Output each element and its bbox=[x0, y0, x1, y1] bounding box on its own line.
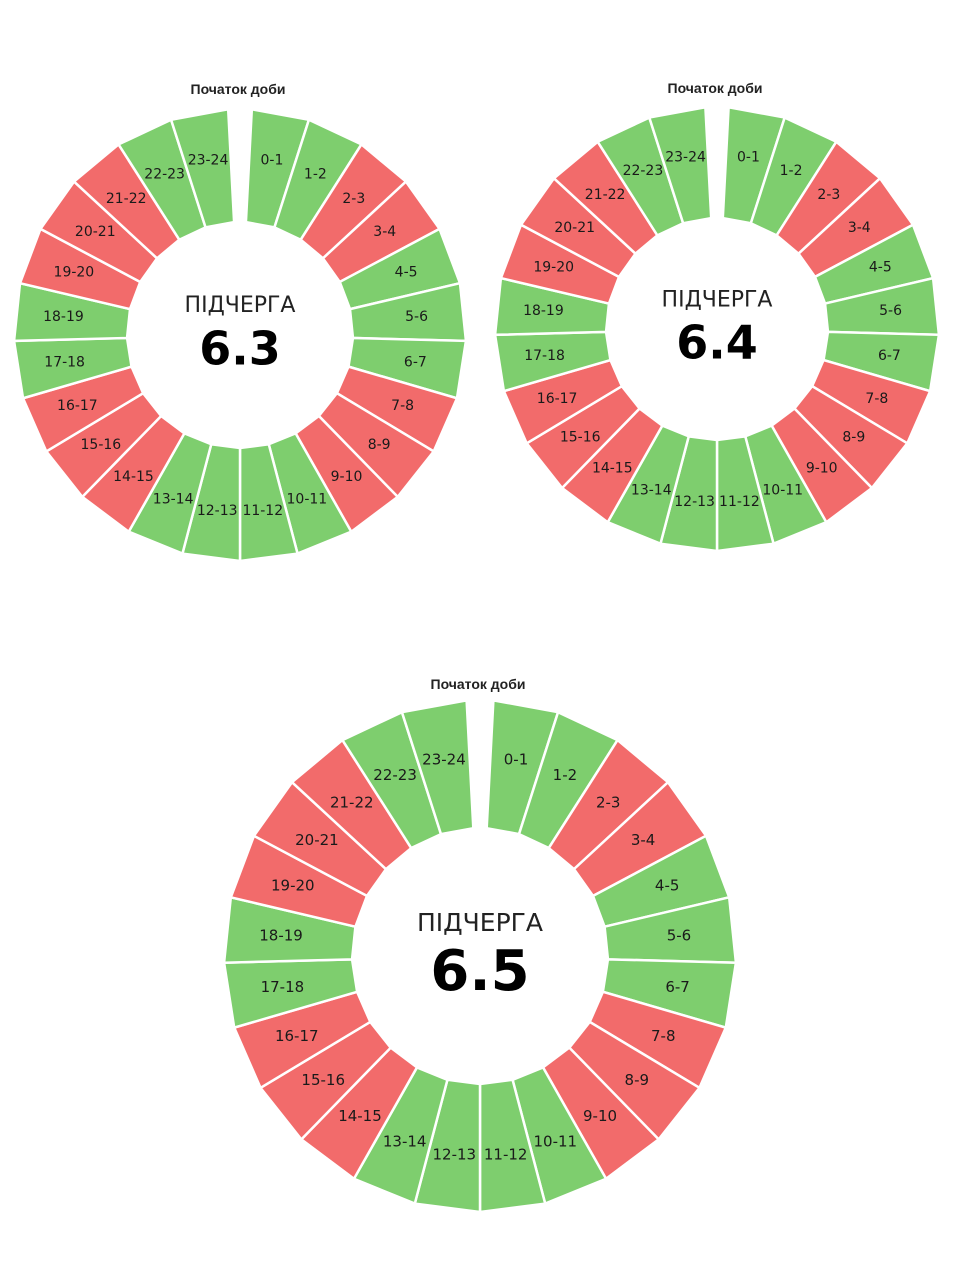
segment-label: 17-18 bbox=[44, 354, 85, 370]
segment-label: 8-9 bbox=[842, 429, 865, 445]
segment-label: 6-7 bbox=[404, 354, 427, 370]
segment-label: 0-1 bbox=[261, 152, 284, 168]
segment-label: 7-8 bbox=[391, 398, 414, 414]
segment-label: 14-15 bbox=[113, 469, 154, 485]
segment-label: 16-17 bbox=[275, 1027, 319, 1045]
segment-label: 6-7 bbox=[878, 348, 901, 364]
segment-label: 15-16 bbox=[81, 437, 122, 453]
segment-label: 13-14 bbox=[383, 1132, 427, 1150]
segment-label: 22-23 bbox=[144, 166, 185, 182]
segment-label: 9-10 bbox=[583, 1107, 617, 1125]
segment-label: 3-4 bbox=[373, 224, 396, 240]
segment-label: 1-2 bbox=[553, 766, 578, 784]
segment-label: 21-22 bbox=[106, 191, 147, 207]
segment-label: 18-19 bbox=[523, 303, 564, 319]
segment-label: 18-19 bbox=[43, 309, 84, 325]
segment-label: 13-14 bbox=[153, 491, 194, 507]
queue-number: 6.3 bbox=[199, 322, 281, 376]
segment-label: 4-5 bbox=[655, 877, 680, 895]
segment-label: 14-15 bbox=[592, 461, 633, 477]
segment-label: 13-14 bbox=[631, 483, 672, 499]
segment-label: 5-6 bbox=[667, 927, 692, 945]
queue-number: 6.5 bbox=[430, 939, 529, 1004]
queue-word: ПІДЧЕРГА bbox=[185, 293, 296, 318]
queue-number: 6.4 bbox=[676, 315, 758, 369]
segment-23-24-on bbox=[400, 698, 475, 836]
segment-label: 21-22 bbox=[330, 794, 374, 812]
segment-label: 12-13 bbox=[197, 503, 238, 519]
segment-label: 19-20 bbox=[533, 260, 574, 276]
segment-label: 22-23 bbox=[373, 766, 417, 784]
segment-label: 3-4 bbox=[848, 220, 871, 236]
segment-label: 11-12 bbox=[719, 494, 760, 510]
queue-word: ПІДЧЕРГА bbox=[662, 288, 773, 313]
segment-label: 7-8 bbox=[651, 1027, 676, 1045]
segment-label: 4-5 bbox=[869, 260, 892, 276]
segment-label: 9-10 bbox=[806, 461, 838, 477]
segment-label: 14-15 bbox=[338, 1107, 382, 1125]
segment-label: 4-5 bbox=[395, 264, 418, 280]
segment-label: 10-11 bbox=[762, 483, 803, 499]
segment-label: 11-12 bbox=[484, 1145, 528, 1163]
segment-label: 20-21 bbox=[554, 220, 595, 236]
segment-label: 18-19 bbox=[259, 927, 303, 945]
segment-label: 19-20 bbox=[54, 264, 95, 280]
segment-label: 12-13 bbox=[433, 1145, 477, 1163]
segment-label: 16-17 bbox=[57, 398, 98, 414]
segment-label: 17-18 bbox=[524, 348, 565, 364]
segment-label: 5-6 bbox=[879, 303, 902, 319]
segment-label: 0-1 bbox=[737, 149, 760, 165]
segment-label: 2-3 bbox=[342, 191, 365, 207]
segment-label: 2-3 bbox=[817, 187, 840, 203]
segment-label: 19-20 bbox=[271, 877, 315, 895]
segment-label: 6-7 bbox=[665, 978, 690, 996]
schedule-wheel-3: 0-1 1-2 2-3 3-4 4-5 5-6 6-7 7-8 8-9 9-10 10-11 11-1… bbox=[222, 676, 738, 1214]
segment-label: 8-9 bbox=[625, 1071, 650, 1089]
segment-label: 3-4 bbox=[631, 831, 656, 849]
segment-label: 17-18 bbox=[261, 978, 305, 996]
segment-label: 23-24 bbox=[188, 152, 229, 168]
segment-label: 10-11 bbox=[534, 1132, 578, 1150]
segment-label: 11-12 bbox=[242, 503, 283, 519]
segment-label: 20-21 bbox=[75, 224, 116, 240]
segment-label: 1-2 bbox=[780, 163, 803, 179]
segment-label: 7-8 bbox=[865, 391, 888, 407]
segment-label: 23-24 bbox=[665, 149, 706, 165]
segment-23-24-on bbox=[169, 107, 236, 229]
segment-label: 16-17 bbox=[537, 391, 578, 407]
segment-label: 23-24 bbox=[422, 750, 466, 768]
segment-label: 5-6 bbox=[405, 309, 428, 325]
segment-label: 10-11 bbox=[287, 491, 328, 507]
day-start-label: Початок доби bbox=[191, 81, 286, 97]
segment-label: 12-13 bbox=[674, 494, 715, 510]
segment-label: 9-10 bbox=[331, 469, 363, 485]
segment-label: 8-9 bbox=[368, 437, 391, 453]
segment-label: 0-1 bbox=[504, 750, 529, 768]
segment-label: 1-2 bbox=[304, 166, 327, 182]
segment-label: 20-21 bbox=[295, 831, 339, 849]
queue-word: ПІДЧЕРГА bbox=[417, 908, 543, 937]
segment-label: 15-16 bbox=[560, 429, 601, 445]
segment-label: 22-23 bbox=[623, 163, 664, 179]
day-start-label: Початок доби bbox=[668, 80, 763, 96]
segment-label: 21-22 bbox=[585, 187, 626, 203]
schedule-wheel-1: 0-1 1-2 2-3 3-4 4-5 5-6 6-7 7-8 8-9 9-1010-1111-1… bbox=[12, 81, 468, 563]
day-start-label: Початок доби bbox=[431, 676, 526, 692]
segment-label: 2-3 bbox=[596, 794, 621, 812]
segment-label: 15-16 bbox=[301, 1071, 345, 1089]
segment-23-24-on bbox=[647, 105, 713, 225]
schedule-wheel-2: 0-1 1-2 2-3 3-4 4-5 5-6 6-7 7-8 8-99-1010-1111-1… bbox=[493, 80, 941, 553]
